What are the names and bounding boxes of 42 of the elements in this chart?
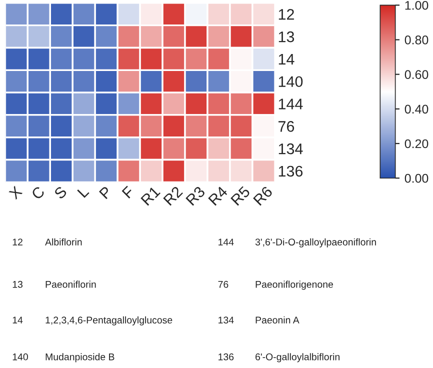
- x-tick-label: R6: [252, 186, 274, 206]
- text: 136: [218, 353, 234, 360]
- text: 14: [12, 316, 23, 324]
- x-tick-label: R4: [208, 186, 228, 206]
- y-tick-label: 12: [278, 9, 294, 20]
- text: 144: [218, 238, 234, 246]
- color-bar-label: 0.40: [404, 104, 428, 114]
- color-bar-label: 0.60: [404, 70, 428, 79]
- text: Albiflorin: [45, 238, 82, 246]
- y-tick-label: 76: [278, 121, 294, 132]
- color-bar-label: 0.80: [404, 36, 428, 44]
- y-tick-label: 136: [278, 166, 303, 177]
- x-tick-label: F: [122, 186, 134, 198]
- x-tick-label: C: [30, 186, 46, 200]
- text: 140: [12, 353, 28, 360]
- x-tick-label: P: [99, 186, 112, 200]
- color-bar-label: 1.00: [405, 0, 428, 10]
- y-tick-label: 134: [278, 143, 303, 154]
- text: Paeoniflorin: [46, 280, 96, 288]
- text: 134: [218, 316, 234, 324]
- y-tick-label: 140: [278, 76, 303, 88]
- text: 3',6'-Di-O-galloylpaeoniflorin: [255, 238, 376, 248]
- x-tick-label: R2: [163, 186, 183, 206]
- x-tick-label: R5: [230, 186, 251, 206]
- y-tick-label: 14: [278, 54, 294, 64]
- text: 13: [12, 280, 23, 288]
- text: Paeoniflorigenone: [256, 280, 333, 290]
- x-tick-label: L: [77, 186, 90, 198]
- color-bar-label: 0.00: [404, 174, 428, 183]
- y-tick-label: 144: [278, 98, 303, 110]
- text: 12: [12, 238, 22, 246]
- text: 1,2,3,4,6-Pentagalloylglucose: [46, 316, 172, 326]
- text: 76: [218, 280, 228, 288]
- text: 6'-O-galloylalbiflorin: [256, 353, 340, 362]
- x-tick-label: S: [54, 186, 68, 200]
- text: Paeonin A: [256, 316, 300, 324]
- x-tick-label: X: [8, 186, 23, 200]
- y-tick-label: 13: [278, 31, 294, 42]
- text: Mudanpioside B: [46, 353, 114, 362]
- x-tick-label: R3: [186, 186, 206, 206]
- x-tick-label: R1: [140, 186, 160, 206]
- color-bar-label: 0.20: [404, 139, 428, 148]
